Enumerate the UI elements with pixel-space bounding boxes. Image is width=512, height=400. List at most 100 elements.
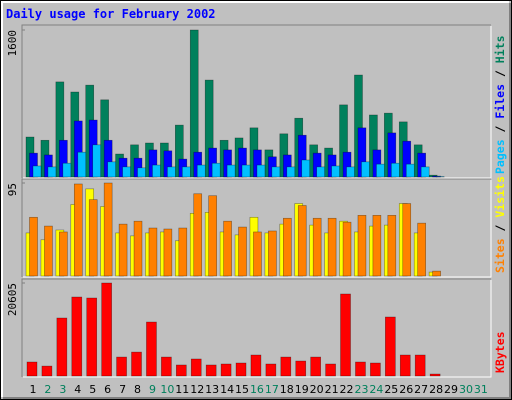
bar bbox=[346, 166, 355, 178]
bar bbox=[238, 226, 247, 277]
bar bbox=[283, 217, 292, 277]
x-tick-label: 7 bbox=[119, 383, 126, 396]
bar bbox=[361, 161, 370, 178]
bar bbox=[241, 164, 251, 178]
bar bbox=[399, 354, 411, 377]
x-tick-label: 19 bbox=[295, 383, 309, 396]
bar bbox=[193, 193, 203, 277]
legend-separator: / bbox=[493, 63, 507, 84]
panel-bevel-light bbox=[23, 280, 492, 378]
bar bbox=[312, 217, 322, 277]
bar bbox=[205, 364, 217, 377]
bar bbox=[107, 161, 116, 178]
bar bbox=[372, 215, 382, 277]
bar bbox=[340, 293, 351, 377]
bar bbox=[250, 354, 262, 377]
panel-bevel-dark bbox=[21, 278, 491, 377]
bar bbox=[133, 220, 143, 277]
bar bbox=[325, 363, 336, 377]
x-tick-label: 13 bbox=[205, 383, 219, 396]
x-tick-label: 18 bbox=[280, 383, 294, 396]
bar bbox=[286, 166, 296, 178]
y-tick-label: 1600 bbox=[6, 30, 19, 57]
bar bbox=[47, 166, 57, 178]
x-tick-label: 9 bbox=[149, 383, 156, 396]
legend-entry: Pages bbox=[493, 139, 507, 174]
bar bbox=[385, 316, 396, 377]
chart-title: Daily usage for February 2002 bbox=[6, 7, 216, 21]
bar bbox=[182, 166, 191, 178]
bar bbox=[190, 358, 202, 377]
bar bbox=[176, 364, 187, 377]
x-tick-label: 28 bbox=[429, 383, 443, 396]
x-tick-label: 8 bbox=[134, 383, 141, 396]
bar bbox=[29, 216, 38, 277]
x-tick-label: 23 bbox=[354, 383, 368, 396]
bar bbox=[73, 183, 83, 277]
bar bbox=[226, 164, 236, 178]
legend: Sites / Visits bbox=[493, 176, 507, 273]
bar bbox=[268, 230, 277, 277]
bar bbox=[62, 162, 72, 178]
bar bbox=[265, 363, 277, 377]
x-tick-label: 12 bbox=[190, 383, 204, 396]
x-tick-label: 17 bbox=[265, 383, 279, 396]
panel-bevel-light bbox=[23, 180, 492, 278]
x-tick-label: 1 bbox=[30, 383, 37, 396]
bar bbox=[432, 270, 441, 277]
bar bbox=[376, 163, 385, 178]
bar bbox=[235, 362, 247, 377]
x-tick-label: 14 bbox=[220, 383, 234, 396]
x-tick-label: 22 bbox=[340, 383, 354, 396]
x-tick-label: 27 bbox=[414, 383, 428, 396]
bar bbox=[77, 151, 87, 178]
bar bbox=[295, 360, 307, 377]
bar bbox=[223, 220, 232, 277]
legend-separator: / bbox=[493, 119, 507, 140]
bar bbox=[387, 215, 397, 277]
x-tick-label: 29 bbox=[444, 383, 458, 396]
x-tick-label: 25 bbox=[384, 383, 398, 396]
panel-bevel-dark bbox=[21, 178, 491, 277]
bar bbox=[26, 361, 38, 377]
legend-entry: Sites bbox=[493, 238, 507, 273]
bar bbox=[178, 227, 188, 277]
bar bbox=[167, 166, 176, 178]
bar bbox=[370, 362, 381, 377]
bar bbox=[196, 164, 206, 178]
legend-entry: Hits bbox=[493, 35, 507, 63]
bar bbox=[71, 296, 83, 377]
legend-separator: / bbox=[493, 218, 507, 239]
bar bbox=[146, 321, 157, 377]
x-tick-label: 20 bbox=[310, 383, 324, 396]
bar bbox=[56, 317, 68, 377]
bar bbox=[355, 361, 366, 377]
bar bbox=[391, 162, 400, 178]
bar bbox=[122, 166, 131, 178]
bar bbox=[429, 373, 441, 377]
x-tick-label: 6 bbox=[104, 383, 111, 396]
bar bbox=[316, 166, 325, 178]
bar bbox=[44, 225, 53, 277]
bar bbox=[417, 222, 426, 277]
bar bbox=[161, 356, 172, 377]
panel-bevel-dark bbox=[21, 24, 491, 178]
bar bbox=[88, 199, 98, 277]
bar bbox=[414, 354, 426, 377]
x-tick-label: 5 bbox=[89, 383, 96, 396]
bar bbox=[331, 165, 340, 178]
bar bbox=[271, 166, 281, 178]
x-tick-label: 30 bbox=[459, 383, 473, 396]
bar bbox=[253, 231, 262, 277]
bar bbox=[131, 351, 142, 377]
bar bbox=[256, 164, 266, 178]
bar bbox=[280, 356, 292, 377]
bar bbox=[92, 144, 102, 178]
bar bbox=[405, 163, 415, 178]
bar bbox=[420, 166, 430, 178]
bar bbox=[41, 365, 53, 377]
x-tick-label: 15 bbox=[235, 383, 249, 396]
x-tick-label: 10 bbox=[160, 383, 174, 396]
